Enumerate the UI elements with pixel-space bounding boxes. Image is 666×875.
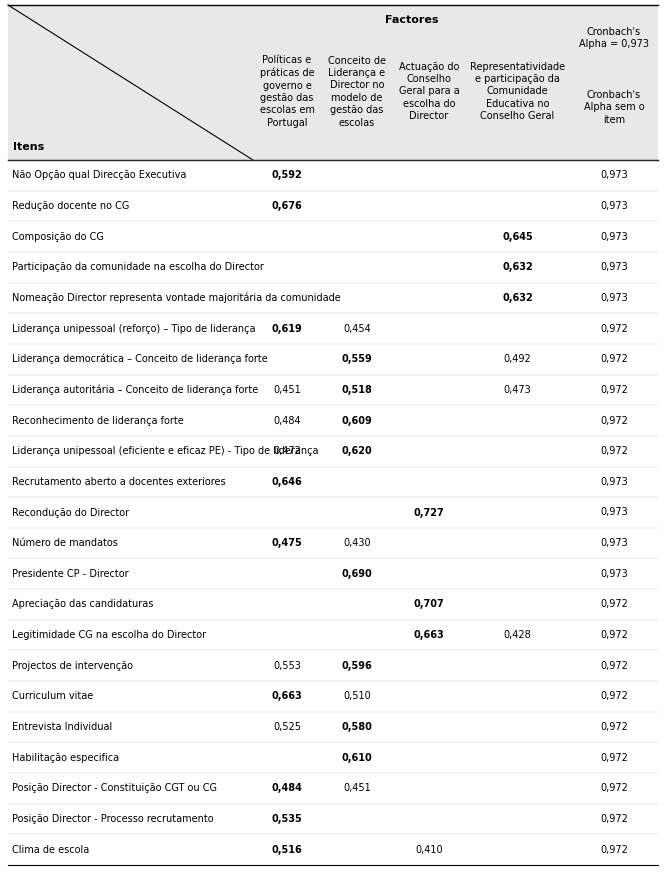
Text: Cronbach's
Alpha sem o
item: Cronbach's Alpha sem o item	[583, 90, 644, 125]
Text: 0,645: 0,645	[502, 232, 533, 242]
Text: Apreciação das candidaturas: Apreciação das candidaturas	[12, 599, 153, 610]
Text: 0,690: 0,690	[342, 569, 372, 578]
Text: Clima de escola: Clima de escola	[12, 844, 89, 855]
Text: 0,473: 0,473	[503, 385, 531, 395]
Text: Conceito de
Liderança e
Director no
modelo de
gestão das
escolas: Conceito de Liderança e Director no mode…	[328, 55, 386, 128]
Text: 0,973: 0,973	[600, 293, 628, 303]
Text: Recondução do Director: Recondução do Director	[12, 507, 129, 517]
Text: 0,973: 0,973	[600, 538, 628, 548]
Text: Factores: Factores	[385, 15, 438, 25]
Text: Composição do CG: Composição do CG	[12, 232, 104, 242]
Text: 0,972: 0,972	[600, 844, 628, 855]
Text: 0,632: 0,632	[502, 293, 533, 303]
Text: 0,475: 0,475	[272, 538, 302, 548]
Text: 0,619: 0,619	[272, 324, 302, 333]
Text: Liderança democrática – Conceito de liderança forte: Liderança democrática – Conceito de lide…	[12, 354, 268, 365]
Text: 0,428: 0,428	[503, 630, 531, 640]
Text: 0,535: 0,535	[272, 814, 302, 824]
Text: 0,484: 0,484	[272, 783, 302, 794]
Bar	[8, 5, 658, 160]
Text: 0,553: 0,553	[273, 661, 301, 671]
Text: 0,516: 0,516	[272, 844, 302, 855]
Text: 0,518: 0,518	[342, 385, 372, 395]
Text: Políticas e
práticas de
governo e
gestão das
escolas em
Portugal: Políticas e práticas de governo e gestão…	[260, 55, 314, 128]
Text: Cronbach's
Alpha = 0,973: Cronbach's Alpha = 0,973	[579, 27, 649, 49]
Text: Liderança autoritária – Conceito de liderança forte: Liderança autoritária – Conceito de lide…	[12, 385, 258, 396]
Text: 0,972: 0,972	[600, 661, 628, 671]
Text: 0,972: 0,972	[600, 691, 628, 702]
Text: Curriculum vitae: Curriculum vitae	[12, 691, 93, 702]
Text: 0,972: 0,972	[600, 752, 628, 763]
Text: 0,676: 0,676	[272, 201, 302, 211]
Text: 0,707: 0,707	[414, 599, 444, 610]
Text: 0,973: 0,973	[600, 507, 628, 517]
Text: 0,525: 0,525	[273, 722, 301, 732]
Text: 0,663: 0,663	[414, 630, 444, 640]
Text: 0,430: 0,430	[343, 538, 371, 548]
Text: 0,972: 0,972	[600, 630, 628, 640]
Text: Representatividade
e participação da
Comunidade
Educativa no
Conselho Geral: Representatividade e participação da Com…	[470, 62, 565, 122]
Text: 0,972: 0,972	[600, 722, 628, 732]
Text: Actuação do
Conselho
Geral para a
escolha do
Director: Actuação do Conselho Geral para a escolh…	[399, 62, 460, 122]
Text: 0,973: 0,973	[600, 201, 628, 211]
Text: 0,484: 0,484	[273, 416, 301, 425]
Text: 0,973: 0,973	[600, 569, 628, 578]
Text: Entrevista Individual: Entrevista Individual	[12, 722, 113, 732]
Text: Posição Director - Processo recrutamento: Posição Director - Processo recrutamento	[12, 814, 214, 824]
Text: 0,973: 0,973	[600, 477, 628, 487]
Text: Liderança unipessoal (reforço) – Tipo de liderança: Liderança unipessoal (reforço) – Tipo de…	[12, 324, 256, 333]
Text: Itens: Itens	[13, 142, 44, 152]
Text: 0,454: 0,454	[343, 324, 371, 333]
Text: 0,451: 0,451	[343, 783, 371, 794]
Text: 0,646: 0,646	[272, 477, 302, 487]
Text: Habilitação especifica: Habilitação especifica	[12, 752, 119, 763]
Text: 0,973: 0,973	[600, 232, 628, 242]
Text: 0,972: 0,972	[600, 324, 628, 333]
Text: Número de mandatos: Número de mandatos	[12, 538, 118, 548]
Text: 0,632: 0,632	[502, 262, 533, 272]
Text: Projectos de intervenção: Projectos de intervenção	[12, 661, 133, 671]
Text: Reconhecimento de liderança forte: Reconhecimento de liderança forte	[12, 416, 184, 425]
Text: Posição Director - Constituição CGT ou CG: Posição Director - Constituição CGT ou C…	[12, 783, 217, 794]
Text: 0,972: 0,972	[600, 599, 628, 610]
Text: 0,972: 0,972	[600, 783, 628, 794]
Text: 0,580: 0,580	[342, 722, 372, 732]
Text: Legitimidade CG na escolha do Director: Legitimidade CG na escolha do Director	[12, 630, 206, 640]
Text: Liderança unipessoal (eficiente e eficaz PE) - Tipo de liderança: Liderança unipessoal (eficiente e eficaz…	[12, 446, 318, 456]
Text: 0,972: 0,972	[600, 416, 628, 425]
Text: Recrutamento aberto a docentes exteriores: Recrutamento aberto a docentes exteriore…	[12, 477, 226, 487]
Text: 0,973: 0,973	[600, 171, 628, 180]
Text: Participação da comunidade na escolha do Director: Participação da comunidade na escolha do…	[12, 262, 264, 272]
Text: Nomeação Director representa vontade majoritária da comunidade: Nomeação Director representa vontade maj…	[12, 292, 341, 303]
Text: 0,973: 0,973	[600, 262, 628, 272]
Text: 0,609: 0,609	[342, 416, 372, 425]
Text: 0,972: 0,972	[600, 446, 628, 456]
Text: 0,972: 0,972	[600, 814, 628, 824]
Text: 0,596: 0,596	[342, 661, 372, 671]
Text: 0,472: 0,472	[273, 446, 301, 456]
Text: 0,663: 0,663	[272, 691, 302, 702]
Text: 0,451: 0,451	[273, 385, 301, 395]
Text: 0,592: 0,592	[272, 171, 302, 180]
Text: 0,492: 0,492	[503, 354, 531, 364]
Text: 0,972: 0,972	[600, 354, 628, 364]
Text: 0,972: 0,972	[600, 385, 628, 395]
Text: 0,727: 0,727	[414, 507, 444, 517]
Text: Não Opção qual Direcção Executiva: Não Opção qual Direcção Executiva	[12, 171, 186, 180]
Text: 0,510: 0,510	[343, 691, 371, 702]
Text: Redução docente no CG: Redução docente no CG	[12, 201, 129, 211]
Text: 0,559: 0,559	[342, 354, 372, 364]
Text: 0,620: 0,620	[342, 446, 372, 456]
Text: Presidente CP - Director: Presidente CP - Director	[12, 569, 129, 578]
Text: 0,610: 0,610	[342, 752, 372, 763]
Text: 0,410: 0,410	[415, 844, 443, 855]
